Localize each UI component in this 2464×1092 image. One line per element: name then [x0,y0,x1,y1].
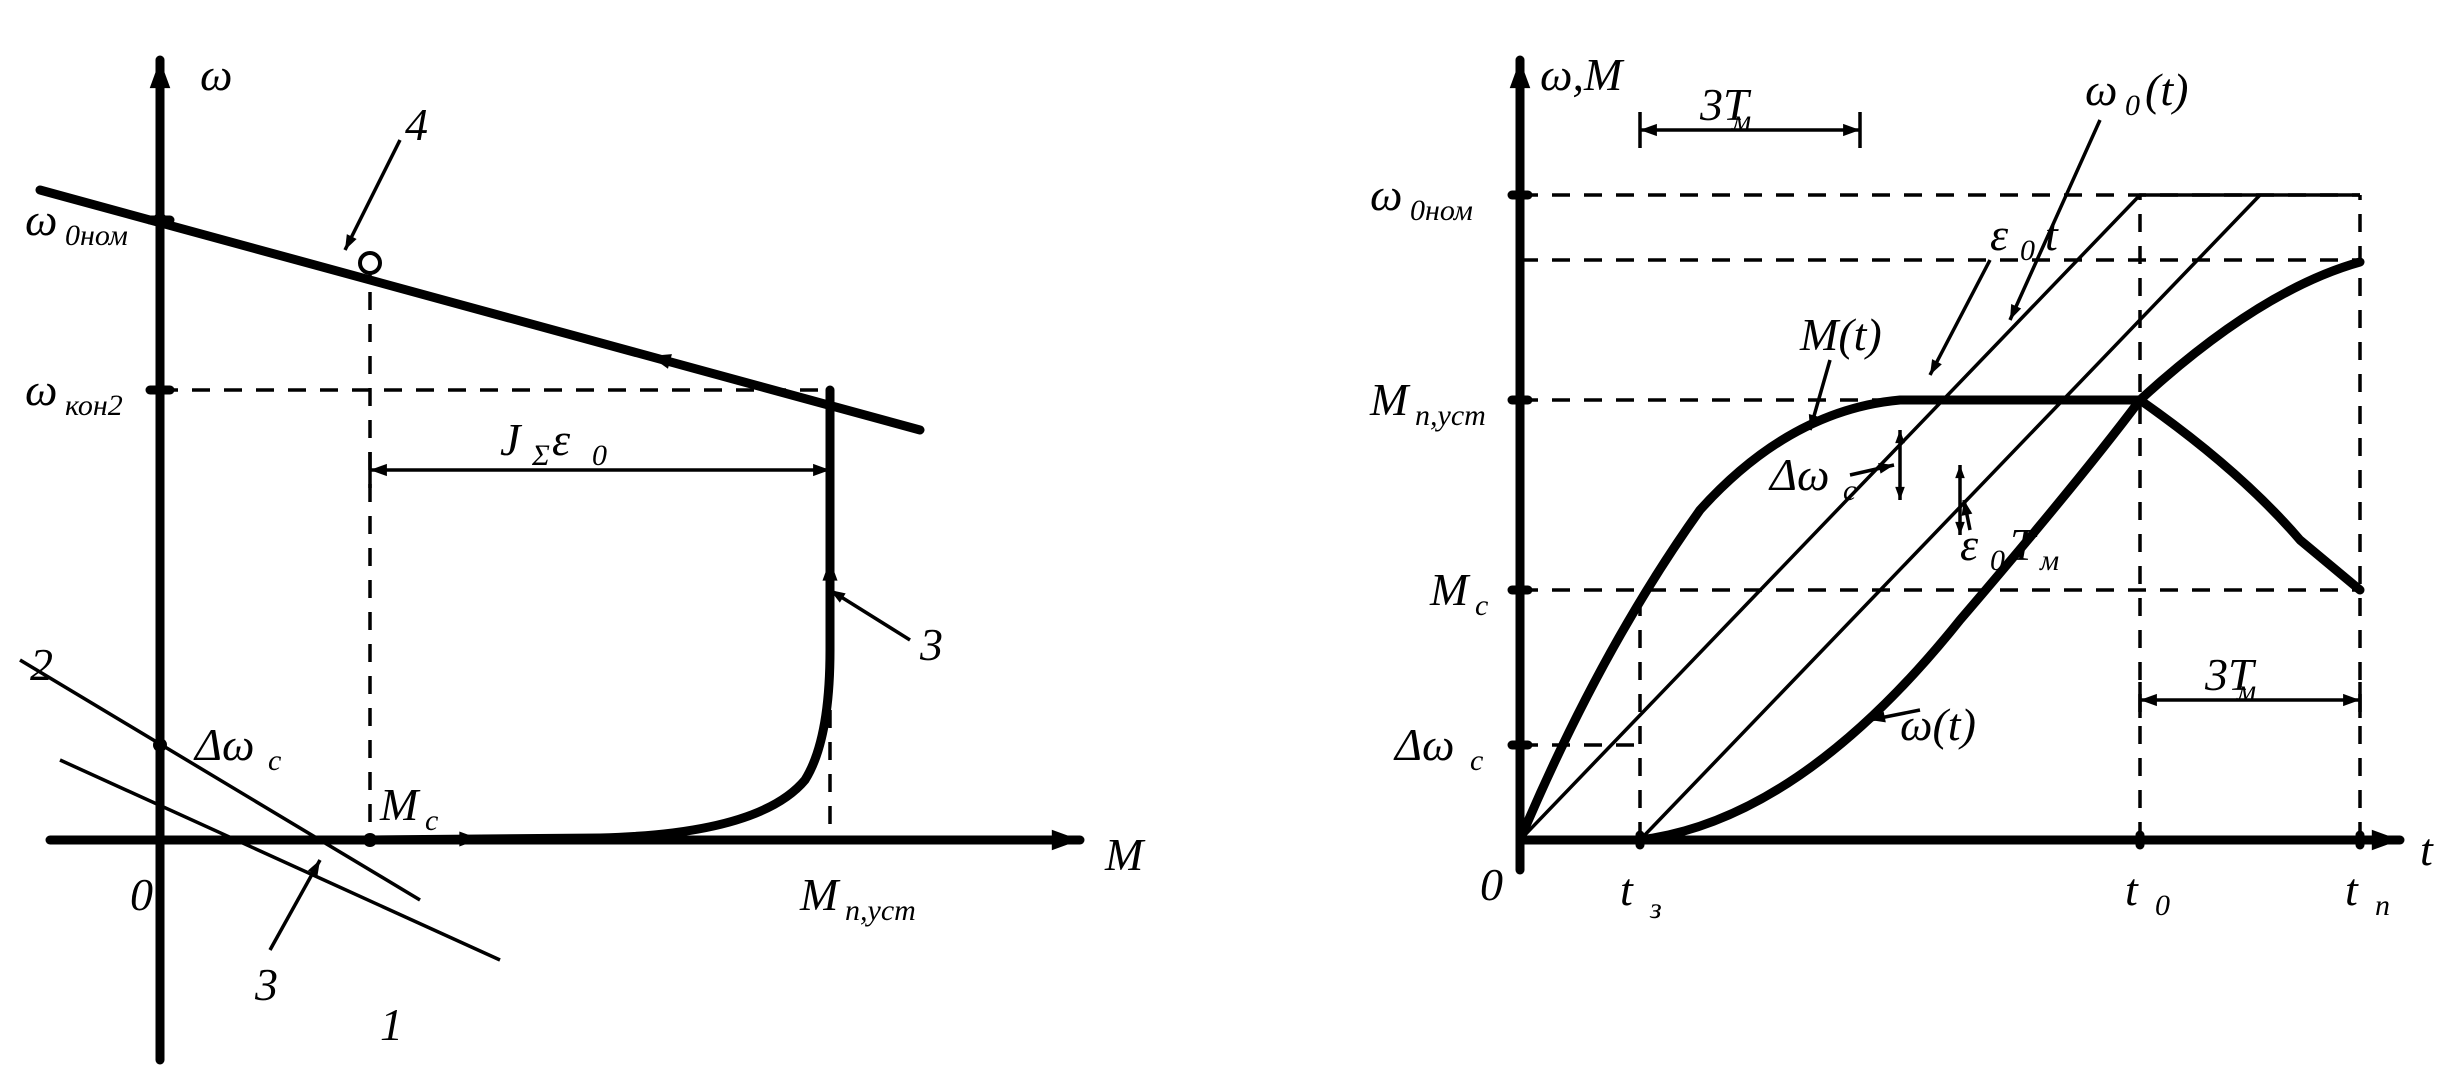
svg-text:ω: ω [2085,64,2117,115]
svg-text:c: c [1843,474,1856,507]
svg-text:0: 0 [2125,89,2140,122]
svg-text:м: м [2236,674,2256,707]
svg-text:2: 2 [30,639,53,690]
svg-text:ω: ω [1370,169,1402,220]
svg-text:ε: ε [1990,209,2009,260]
svg-text:кон2: кон2 [65,389,123,422]
svg-text:3: 3 [254,959,278,1010]
svg-text:Δω: Δω [1393,719,1454,770]
svg-text:0: 0 [2155,889,2170,922]
svg-text:t: t [2045,209,2059,260]
svg-text:M(t): M(t) [1799,309,1882,360]
svg-text:ω: ω [25,364,57,415]
svg-text:c: c [268,744,281,777]
svg-text:п,уст: п,уст [1415,399,1486,432]
svg-text:0ном: 0ном [1410,194,1473,227]
svg-text:0: 0 [130,869,153,920]
svg-text:t: t [2125,864,2139,915]
svg-text:з: з [1649,892,1662,925]
svg-text:J: J [500,414,523,465]
svg-text:0: 0 [1990,544,2005,577]
svg-text:t: t [2345,864,2359,915]
svg-text:3: 3 [919,619,943,670]
svg-text:Δω: Δω [193,719,254,770]
svg-text:ω,M: ω,M [1540,49,1625,100]
svg-text:Σ: Σ [531,439,550,472]
svg-text:M: M [799,869,841,920]
svg-text:п: п [2375,889,2390,922]
svg-text:c: c [1470,744,1483,777]
svg-text:Δω: Δω [1768,449,1829,500]
svg-text:ε: ε [552,414,571,465]
svg-text:M: M [1429,564,1471,615]
svg-text:п,уст: п,уст [845,894,916,927]
svg-text:t: t [1620,864,1634,915]
svg-text:ω(t): ω(t) [1900,699,1976,750]
svg-text:ω: ω [25,194,57,245]
svg-text:c: c [1475,589,1488,622]
svg-text:M: M [1369,374,1411,425]
svg-text:1: 1 [380,999,403,1050]
svg-text:T: T [2010,519,2039,570]
svg-text:c: c [425,804,438,837]
svg-text:м: м [1731,104,1751,137]
svg-text:t: t [2420,824,2434,875]
svg-text:4: 4 [405,99,428,150]
svg-text:M: M [379,779,421,830]
svg-text:0: 0 [592,439,607,472]
svg-text:M: M [1104,829,1146,880]
svg-text:0: 0 [1480,859,1503,910]
svg-text:0: 0 [2020,234,2035,267]
svg-text:0ном: 0ном [65,219,128,252]
svg-text:(t): (t) [2145,64,2188,115]
svg-text:м: м [2039,544,2059,577]
svg-text:ω: ω [200,49,232,100]
